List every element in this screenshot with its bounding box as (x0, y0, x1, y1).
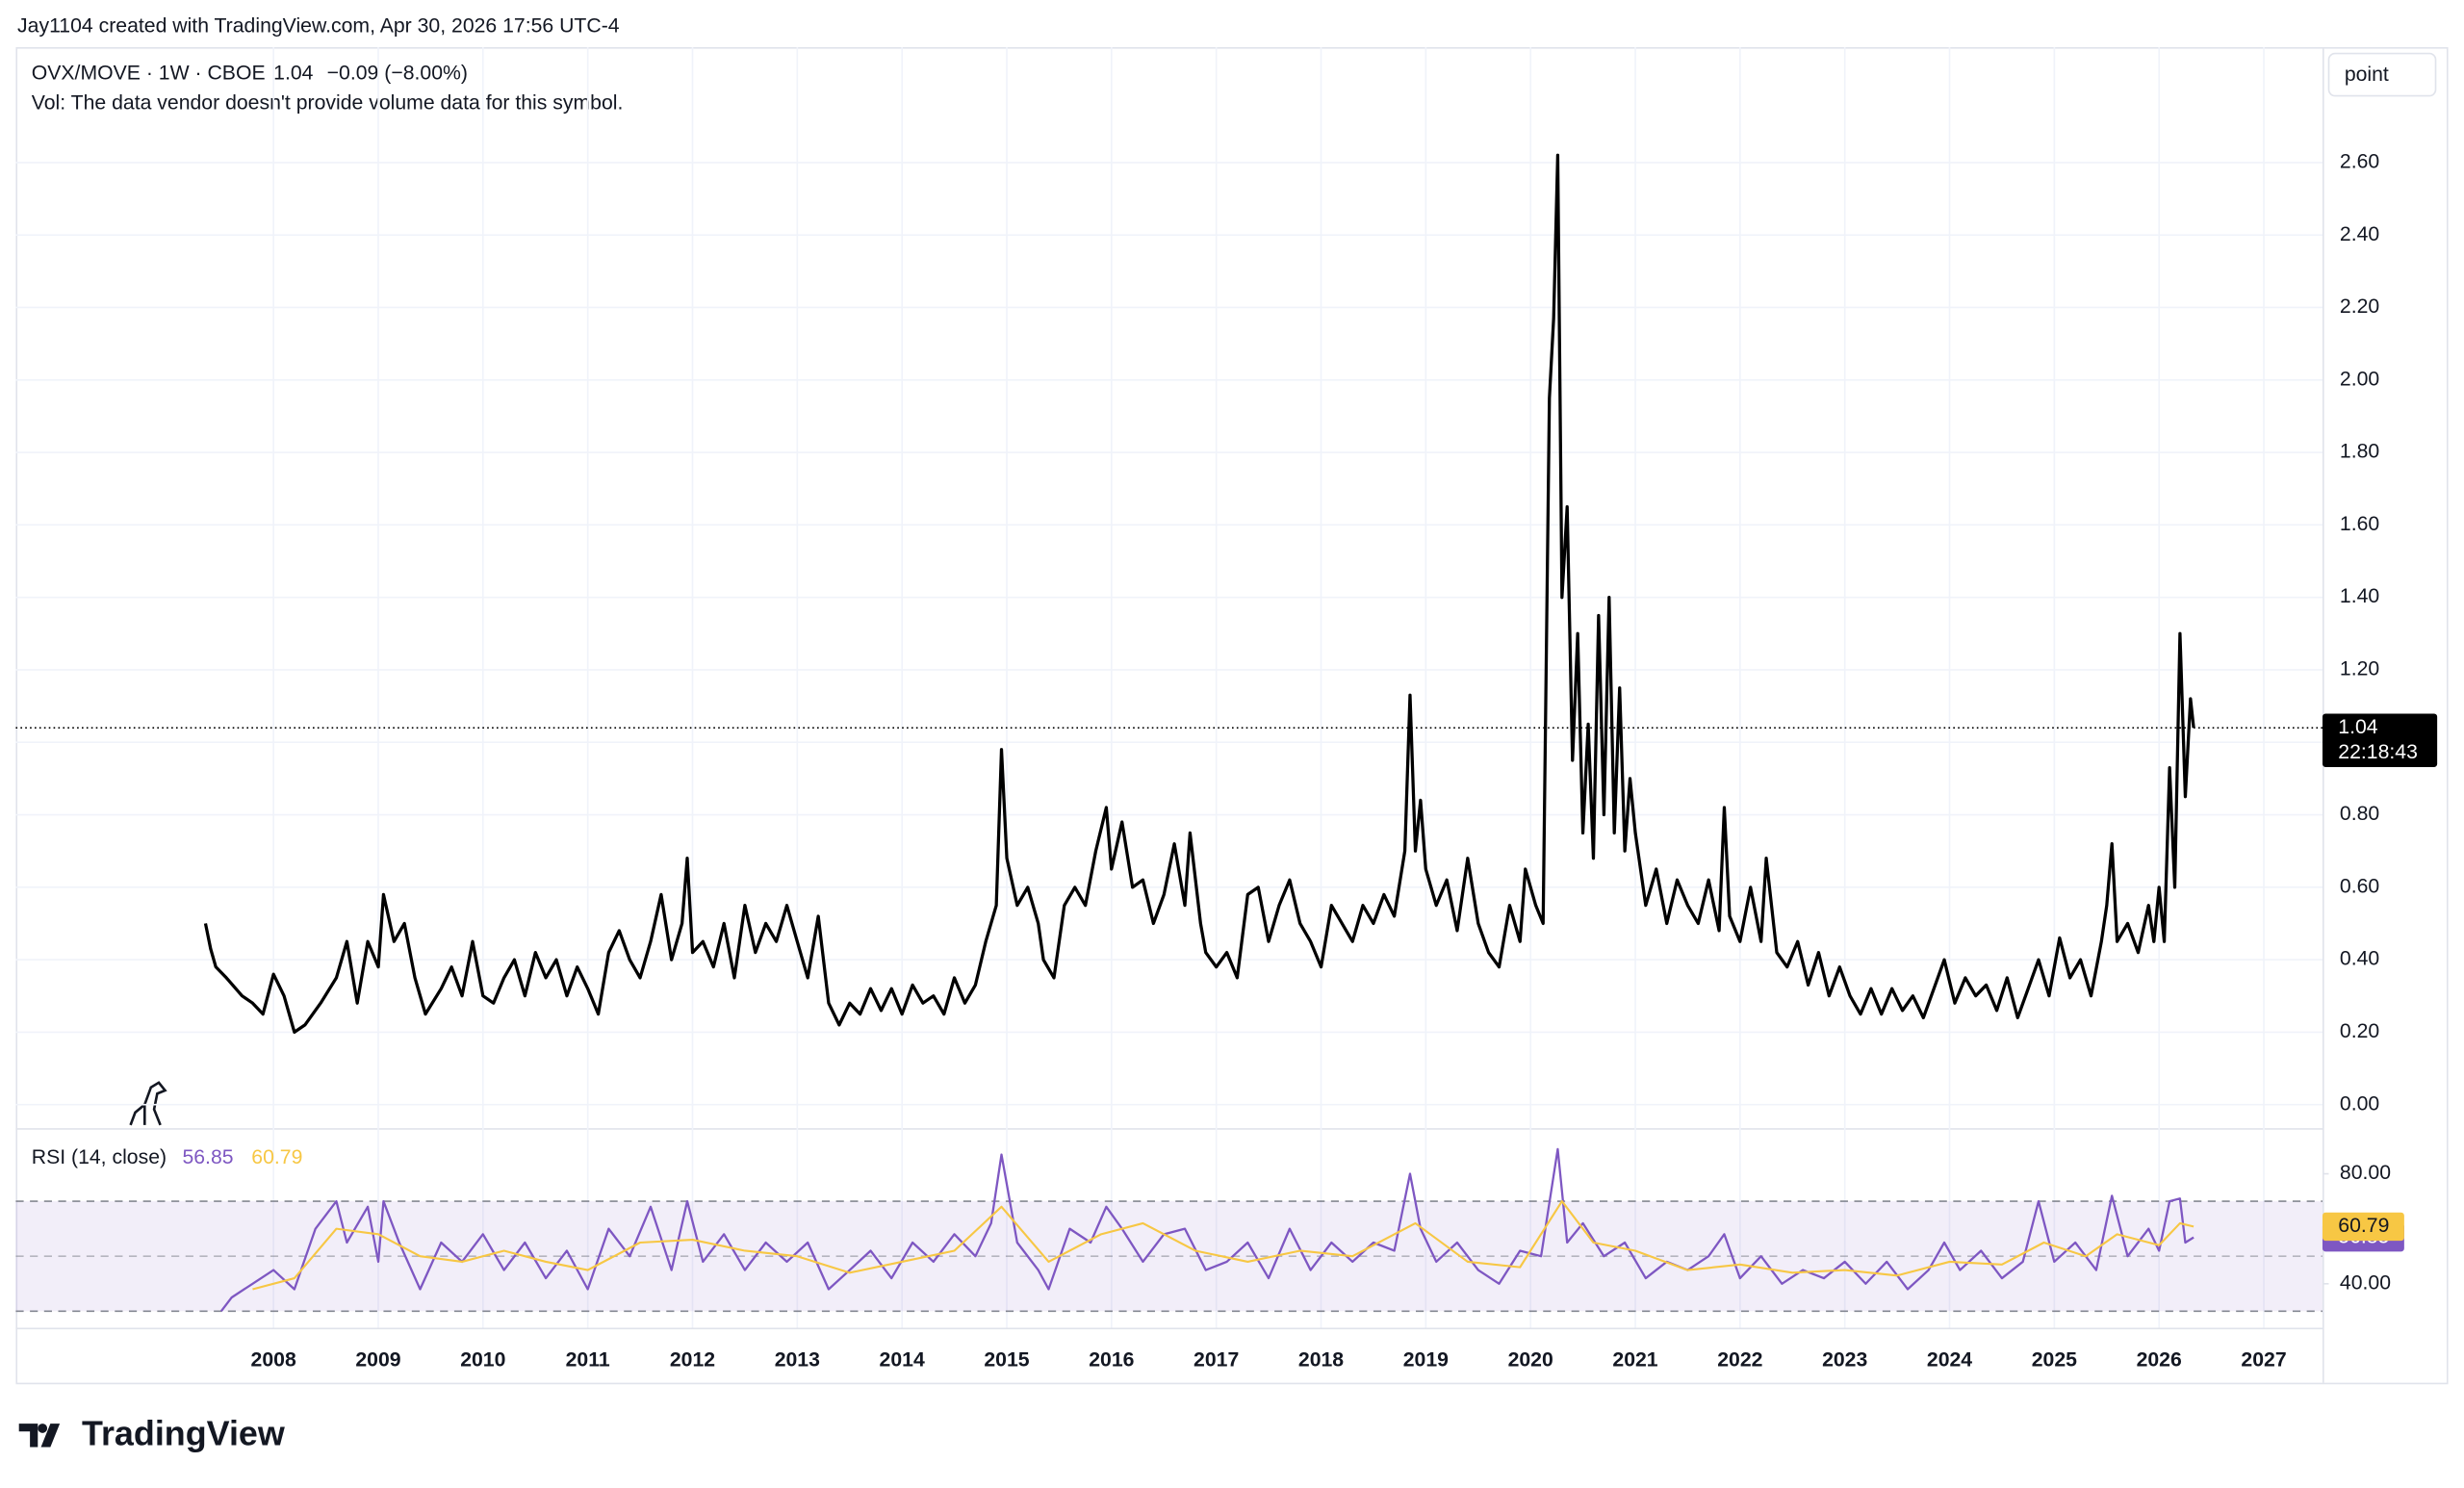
y-tick-label: 0.80 (2340, 803, 2379, 825)
x-tick-label: 2019 (1403, 1348, 1449, 1371)
rsi-badge-label: 60.79 (2338, 1215, 2389, 1237)
y-tick-label: 2.20 (2340, 295, 2379, 318)
last-price-badge (2322, 713, 2438, 767)
logo-mark (18, 1424, 61, 1448)
attribution: Jay1104 created with TradingView.com, Ap… (17, 14, 620, 37)
y-tick-label: 2.00 (2340, 368, 2379, 390)
x-tick-label: 2025 (2032, 1348, 2077, 1371)
x-tick-label: 2026 (2137, 1348, 2182, 1371)
volume-note: Vol: The data vendor doesn't provide vol… (32, 91, 624, 114)
x-tick-label: 2017 (1194, 1348, 1239, 1371)
x-tick-label: 2008 (251, 1348, 296, 1371)
x-tick-label: 2010 (460, 1348, 505, 1371)
y-tick-label: 40.00 (2340, 1271, 2391, 1294)
rsi-ma-line (252, 1200, 2194, 1291)
rsi-title: RSI (14, close) (32, 1146, 167, 1168)
y-tick-label: 0.60 (2340, 875, 2379, 897)
x-tick-label: 2009 (355, 1348, 400, 1371)
countdown-label: 22:18:43 (2338, 741, 2418, 763)
logo-dot (38, 1424, 48, 1433)
y-tick-label: 1.80 (2340, 441, 2379, 463)
y-tick-label: 0.00 (2340, 1092, 2379, 1115)
y-tick-label: 0.20 (2340, 1020, 2379, 1042)
rsi-line (219, 1147, 2194, 1313)
x-tick-label: 2012 (670, 1348, 715, 1371)
x-tick-label: 2020 (1508, 1348, 1553, 1371)
rsi-badge (2322, 1212, 2404, 1242)
y-tick-label: 0.40 (2340, 948, 2379, 970)
y-tick-label: 2.60 (2340, 150, 2379, 172)
x-tick-label: 2018 (1298, 1348, 1344, 1371)
x-tick-label: 2024 (1927, 1348, 1972, 1371)
x-tick-label: 2015 (984, 1348, 1029, 1371)
y-tick-label: 1.20 (2340, 658, 2379, 680)
y-tick-label: 1.40 (2340, 585, 2379, 607)
y-tick-label: 1.60 (2340, 513, 2379, 535)
x-tick-label: 2013 (775, 1348, 820, 1371)
x-tick-label: 2021 (1612, 1348, 1657, 1371)
x-tick-label: 2027 (2241, 1348, 2286, 1371)
unit-button[interactable]: point (2345, 64, 2389, 86)
symbol-legend: OVX/MOVE · 1W · CBOE (32, 62, 266, 84)
x-tick-label: 2014 (880, 1348, 925, 1371)
rsi-legend-value: 56.85 (182, 1146, 233, 1168)
x-tick-label: 2016 (1089, 1348, 1134, 1371)
last-price-label: 1.04 (2338, 716, 2377, 738)
marks (15, 153, 2323, 1313)
price-line (203, 153, 2195, 1035)
y-tick-label: 80.00 (2340, 1162, 2391, 1184)
x-tick-label: 2011 (566, 1348, 610, 1371)
chart-frame (15, 46, 2449, 1385)
rsi-legend-value: 60.79 (251, 1146, 302, 1168)
legend-change: −0.09 (−8.00%) (327, 62, 468, 84)
x-tick-label: 2022 (1717, 1348, 1762, 1371)
x-tick-label: 2023 (1822, 1348, 1867, 1371)
unit-button-box[interactable] (2327, 52, 2437, 97)
y-tick-label: 2.40 (2340, 223, 2379, 245)
logo: TradingView (18, 1414, 285, 1453)
legend-close: 1.04 (273, 62, 313, 84)
logo-text: TradingView (82, 1414, 285, 1453)
grid (15, 46, 2323, 1328)
